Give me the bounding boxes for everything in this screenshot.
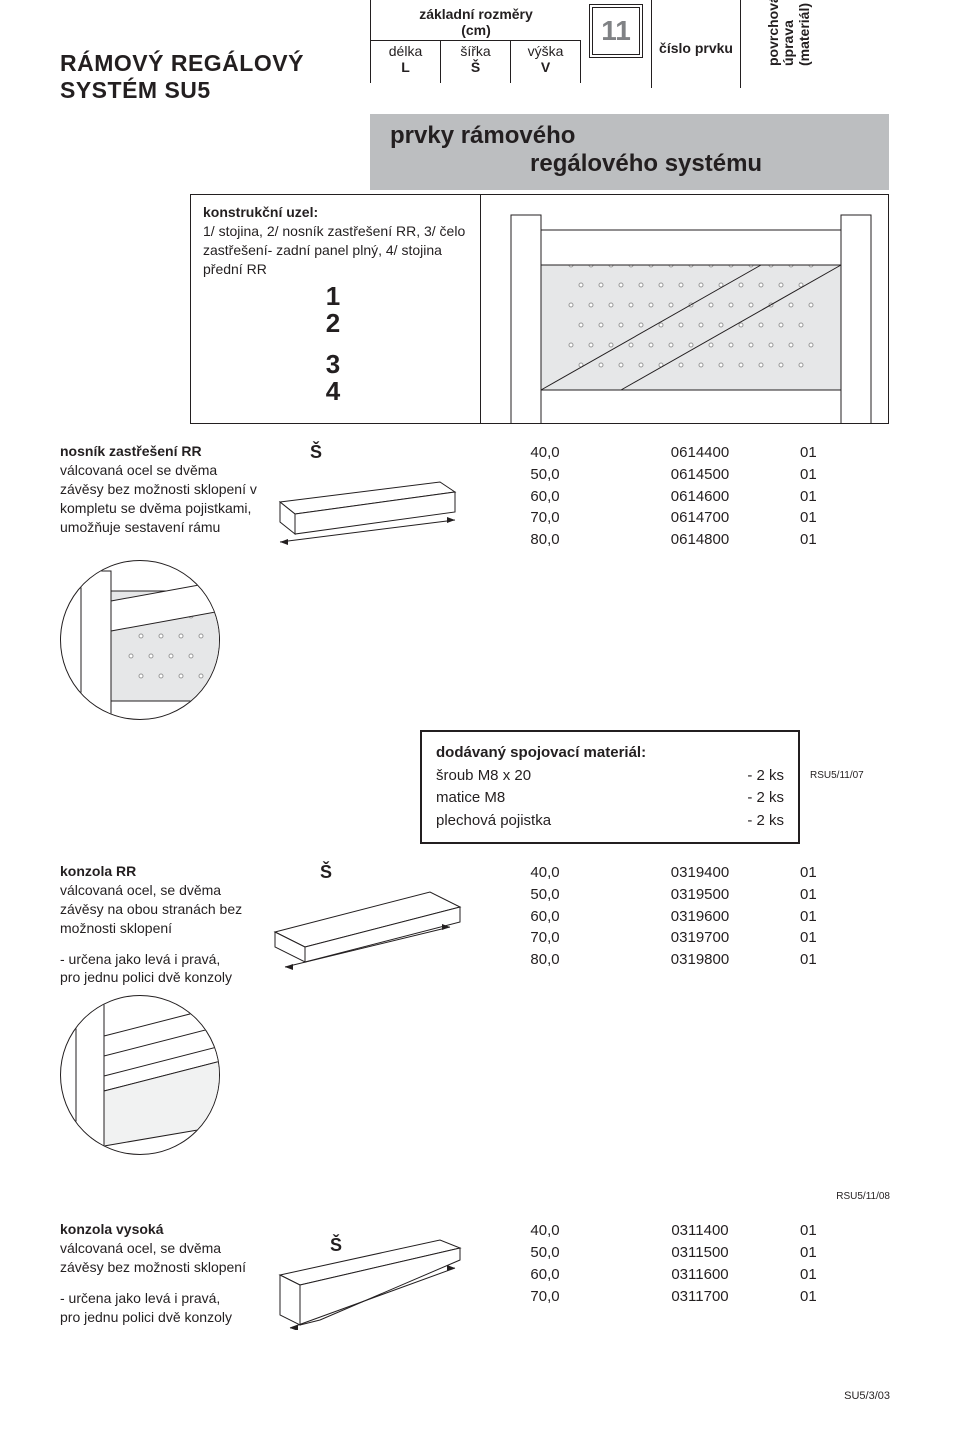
mat-qty: - 2 ks bbox=[700, 810, 784, 833]
nosnik-desc: válcovaná ocel se dvěma závěsy bez možno… bbox=[60, 462, 257, 535]
material-box: dodávaný spojovací materiál: šroub M8 x … bbox=[420, 730, 800, 844]
banner-line2: regálového systému bbox=[390, 150, 873, 178]
material-table: šroub M8 x 20- 2 ks matice M8- 2 ks plec… bbox=[436, 765, 784, 833]
section-banner: prvky rámového regálového systému bbox=[370, 114, 889, 190]
mat-item: plechová pojistka bbox=[436, 810, 700, 833]
col-delka: délka bbox=[371, 43, 440, 59]
uzel-n2: 2 bbox=[313, 310, 353, 337]
konzola-vysoka-col-pn: 0311400 0311500 0311600 0311700 bbox=[620, 1220, 780, 1307]
konzola-rr-desc: válcovaná ocel, se dvěma závěsy na obou … bbox=[60, 882, 242, 936]
section-nosnik: nosník zastřešení RR válcovaná ocel se d… bbox=[0, 442, 960, 552]
mat-item: šroub M8 x 20 bbox=[436, 765, 700, 788]
konzola-rr-data: 40,0 50,0 60,0 70,0 80,0 0319400 0319500… bbox=[470, 862, 890, 971]
uzel-n1: 1 bbox=[313, 283, 353, 310]
konzola-vysoka-title: konzola vysoká bbox=[60, 1221, 164, 1237]
konzola-vysoka-desc: válcovaná ocel, se dvěma závěsy bez možn… bbox=[60, 1240, 246, 1275]
konzola-rr-dim: Š bbox=[320, 862, 332, 883]
page-title: RÁMOVÝ REGÁLOVÝ SYSTÉM SU5 bbox=[60, 50, 370, 104]
konzola-rr-note: - určena jako levá i pravá, pro jednu po… bbox=[60, 951, 232, 986]
banner-line1: prvky rámového bbox=[390, 122, 873, 150]
material-ref: RSU5/11/07 bbox=[800, 730, 864, 844]
nosnik-col-f: 01 01 01 01 01 bbox=[780, 442, 870, 551]
col-vyska-sym: V bbox=[511, 59, 580, 75]
uzel-block: konstrukční uzel: 1/ stojina, 2/ nosník … bbox=[0, 194, 960, 424]
konzola-rr-ref: RSU5/11/08 bbox=[0, 1185, 960, 1202]
nosnik-col-v: 40,0 50,0 60,0 70,0 80,0 bbox=[470, 442, 620, 551]
uzel-drawing bbox=[480, 194, 889, 424]
uzel-n4: 4 bbox=[313, 378, 353, 405]
vertical-label: povrchová úprava (materiál) bbox=[766, 0, 812, 66]
konzola-vysoka-col-v: 40,0 50,0 60,0 70,0 bbox=[470, 1220, 620, 1307]
uzel-text: 1/ stojina, 2/ nosník zastřešení RR, 3/ … bbox=[203, 223, 465, 277]
konzola-vysoka-dim: Š bbox=[330, 1235, 342, 1256]
uzel-n3: 3 bbox=[313, 351, 353, 378]
col-delka-sym: L bbox=[371, 59, 440, 75]
konzola-vysoka-col-f: 01 01 01 01 bbox=[780, 1220, 870, 1307]
page-number: 11 bbox=[589, 4, 643, 58]
konzola-rr-detail-drawing bbox=[60, 995, 220, 1155]
material-heading: dodávaný spojovací materiál: bbox=[436, 742, 784, 765]
section-konzola-rr: konzola RR válcovaná ocel, se dvěma závě… bbox=[0, 862, 960, 987]
konzola-rr-col-f: 01 01 01 01 01 bbox=[780, 862, 870, 971]
header: RÁMOVÝ REGÁLOVÝ SYSTÉM SU5 základní rozm… bbox=[0, 0, 960, 114]
nosnik-detail-drawing bbox=[60, 560, 220, 720]
mat-qty: - 2 ks bbox=[700, 787, 784, 810]
nosnik-dim: Š bbox=[310, 442, 322, 463]
col-sirka: šířka bbox=[441, 43, 510, 59]
material-row: dodávaný spojovací materiál: šroub M8 x … bbox=[0, 730, 960, 844]
nosnik-col-pn: 0614400 0614500 0614600 0614700 0614800 bbox=[620, 442, 780, 551]
page-footer: SU5/3/03 bbox=[0, 1330, 960, 1422]
col-vyska: výška bbox=[511, 43, 580, 59]
nosnik-drawing: Š bbox=[260, 442, 470, 552]
mat-qty: - 2 ks bbox=[700, 765, 784, 788]
konzola-rr-col-v: 40,0 50,0 60,0 70,0 80,0 bbox=[470, 862, 620, 971]
konzola-vysoka-drawing: Š bbox=[260, 1220, 470, 1330]
konzola-rr-drawing: Š bbox=[260, 862, 470, 972]
nosnik-title: nosník zastřešení RR bbox=[60, 443, 202, 459]
konzola-rr-title: konzola RR bbox=[60, 863, 136, 879]
col-sirka-sym: Š bbox=[441, 59, 510, 75]
uzel-heading: konstrukční uzel: bbox=[203, 204, 318, 220]
section-konzola-vysoka: konzola vysoká válcovaná ocel, se dvěma … bbox=[0, 1220, 960, 1330]
konzola-vysoka-data: 40,0 50,0 60,0 70,0 0311400 0311500 0311… bbox=[470, 1220, 890, 1307]
konzola-vysoka-note: - určena jako levá i pravá, pro jednu po… bbox=[60, 1290, 232, 1325]
nosnik-data: 40,0 50,0 60,0 70,0 80,0 0614400 0614500… bbox=[470, 442, 890, 551]
konzola-rr-col-pn: 0319400 0319500 0319600 0319700 0319800 bbox=[620, 862, 780, 971]
cislo-label: číslo prvku bbox=[659, 40, 733, 56]
dims-heading: základní rozměry (cm) bbox=[371, 0, 581, 41]
mat-item: matice M8 bbox=[436, 787, 700, 810]
